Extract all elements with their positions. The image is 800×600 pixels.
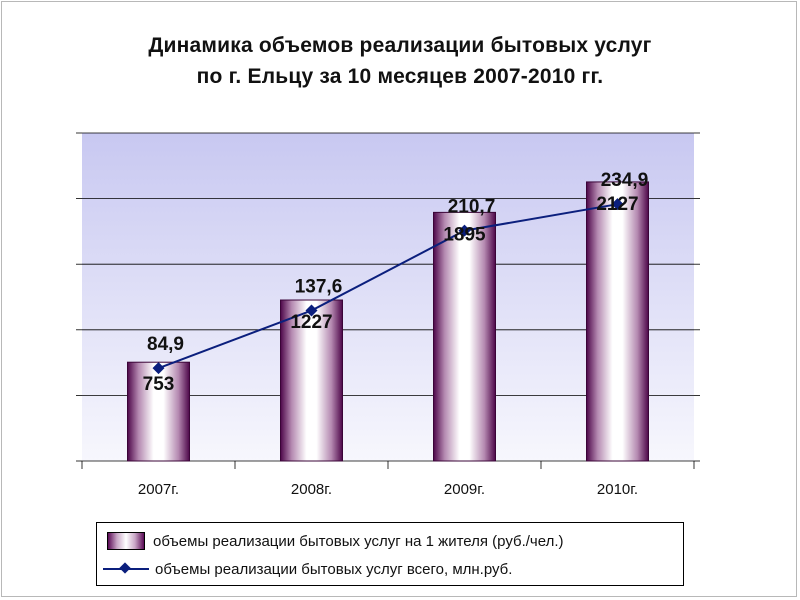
chart-title-line-1: Динамика объемов реализации бытовых услу… — [148, 34, 652, 57]
bar-3 — [586, 181, 649, 462]
line-value-label: 234,9 — [601, 170, 649, 191]
legend: объемы реализации бытовых услуг на 1 жит… — [96, 522, 684, 586]
bar-1 — [280, 299, 343, 462]
bar-series — [127, 181, 649, 462]
legend-item-bars: объемы реализации бытовых услуг на 1 жит… — [97, 527, 564, 555]
x-category-label: 2007г. — [138, 481, 179, 498]
bar-swatch-icon — [107, 532, 145, 550]
bar-2 — [433, 211, 496, 462]
bar-value-label: 753 — [143, 374, 175, 395]
data-labels: 753 1227 1895 2127 84,9 137,6 210,7 234,9 — [143, 170, 649, 395]
x-category-label: 2008г. — [291, 481, 332, 498]
line-point-3 — [611, 198, 624, 211]
legend-label-line: объемы реализации бытовых услуг всего, м… — [155, 560, 513, 578]
bar-value-label: 1895 — [443, 224, 486, 245]
line-series — [152, 198, 624, 375]
line-point-0 — [152, 362, 165, 375]
line-value-label: 210,7 — [448, 197, 496, 218]
line-value-label: 84,9 — [147, 334, 184, 355]
line-value-label: 137,6 — [295, 277, 343, 298]
legend-label-bars: объемы реализации бытовых услуг на 1 жит… — [153, 532, 564, 550]
chart-title-line-2: по г. Ельцу за 10 месяцев 2007-2010 гг. — [196, 65, 604, 88]
line-point-1 — [305, 304, 318, 317]
x-category-label: 2010г. — [597, 481, 638, 498]
legend-item-line: объемы реализации бытовых услуг всего, м… — [97, 555, 512, 583]
bar-0 — [127, 361, 190, 462]
x-category-label: 2009г. — [444, 481, 485, 498]
total-volume-line — [158, 203, 618, 370]
line-point-2 — [458, 224, 471, 237]
bar-value-label: 2127 — [596, 194, 638, 215]
bar-value-label: 1227 — [290, 312, 332, 333]
line-diamond-icon — [103, 561, 149, 577]
x-axis: 2007г. 2008г. 2009г. 2010г. — [81, 461, 695, 498]
chart-title: Динамика объемов реализации бытовых услу… — [0, 30, 800, 92]
